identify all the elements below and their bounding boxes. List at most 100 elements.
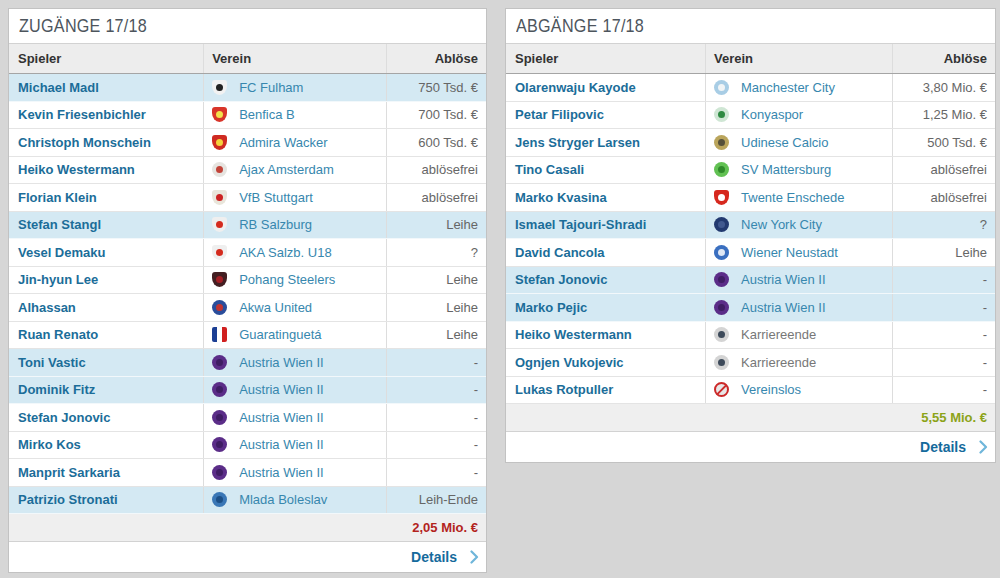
player-link[interactable]: Manprit Sarkaria bbox=[18, 465, 120, 480]
player-link[interactable]: Vesel Demaku bbox=[18, 245, 105, 260]
player-link[interactable]: Alhassan bbox=[18, 300, 76, 315]
player-link[interactable]: Lukas Rotpuller bbox=[515, 382, 613, 397]
player-link[interactable]: Stefan Jonovic bbox=[515, 272, 607, 287]
player-link[interactable]: Christoph Monschein bbox=[18, 135, 151, 150]
table-row: Jin-hyun LeePohang SteelersLeihe bbox=[9, 267, 486, 295]
player-link[interactable]: Jens Stryger Larsen bbox=[515, 135, 640, 150]
fee-value: Leihe bbox=[446, 327, 478, 342]
club-link[interactable]: Austria Wien II bbox=[239, 465, 324, 480]
fee-value: 600 Tsd. € bbox=[418, 135, 478, 150]
table-row: Ruan Renato Guaratinguetá Leihe bbox=[9, 322, 486, 350]
fee-value: Leihe bbox=[446, 217, 478, 232]
player-link[interactable]: Dominik Fitz bbox=[18, 382, 95, 397]
club-link[interactable]: Mlada Boleslav bbox=[239, 492, 327, 507]
club-link[interactable]: SV Mattersburg bbox=[741, 162, 831, 177]
player-link[interactable]: Ismael Tajouri-Shradi bbox=[515, 217, 646, 232]
club-link[interactable]: New York City bbox=[741, 217, 822, 232]
zugaenge-panel: ZUGÄNGE 17/18 Spieler Verein Ablöse Mich… bbox=[8, 8, 487, 573]
club-link[interactable]: Ajax Amsterdam bbox=[239, 162, 334, 177]
club-badge-icon bbox=[212, 382, 227, 397]
player-link[interactable]: Marko Pejic bbox=[515, 300, 587, 315]
club-link[interactable]: Austria Wien II bbox=[741, 300, 826, 315]
player-link[interactable]: Heiko Westermann bbox=[18, 162, 135, 177]
club-link[interactable]: VfB Stuttgart bbox=[239, 190, 313, 205]
player-link[interactable]: Stefan Jonovic bbox=[18, 410, 110, 425]
club-badge-icon bbox=[714, 245, 729, 260]
table-row: Marko Kvasina Twente Enschede ablösefrei bbox=[506, 184, 995, 212]
details-link[interactable]: Details bbox=[411, 549, 457, 565]
club-badge-icon bbox=[714, 107, 729, 122]
player-link[interactable]: Jin-hyun Lee bbox=[18, 272, 98, 287]
table-row: Stefan Stangl RB Salzburg Leihe bbox=[9, 212, 486, 240]
table-row: Manprit SarkariaAustria Wien II- bbox=[9, 459, 486, 487]
sum-row: 2,05 Mio. € bbox=[9, 514, 486, 542]
club-badge-icon bbox=[212, 135, 227, 150]
details-link[interactable]: Details bbox=[920, 439, 966, 455]
player-link[interactable]: Patrizio Stronati bbox=[18, 492, 118, 507]
chevron-right-icon[interactable] bbox=[979, 440, 988, 454]
sum-row: 5,55 Mio. € bbox=[506, 404, 995, 432]
club-link[interactable]: Udinese Calcio bbox=[741, 135, 828, 150]
club-badge-icon bbox=[212, 492, 227, 507]
fee-value: - bbox=[474, 437, 478, 452]
chevron-right-icon[interactable] bbox=[470, 550, 479, 564]
fee-value: ablösefrei bbox=[422, 162, 478, 177]
player-link[interactable]: Petar Filipovic bbox=[515, 107, 604, 122]
club-link[interactable]: AKA Salzb. U18 bbox=[239, 245, 332, 260]
table-row: Kevin FriesenbichlerBenfica B700 Tsd. € bbox=[9, 102, 486, 130]
player-link[interactable]: Marko Kvasina bbox=[515, 190, 607, 205]
player-link[interactable]: David Cancola bbox=[515, 245, 605, 260]
club-badge-icon bbox=[212, 410, 227, 425]
table-row: Jens Stryger LarsenUdinese Calcio500 Tsd… bbox=[506, 129, 995, 157]
table-row: Patrizio Stronati Mlada Boleslav Leih-Ende bbox=[9, 487, 486, 515]
player-link[interactable]: Ruan Renato bbox=[18, 327, 98, 342]
table-row: Michael MadlFC Fulham750 Tsd. € bbox=[9, 74, 486, 102]
club-link[interactable]: RB Salzburg bbox=[239, 217, 312, 232]
club-link[interactable]: Manchester City bbox=[741, 80, 835, 95]
club-link[interactable]: Austria Wien II bbox=[741, 272, 826, 287]
table-row: Lukas RotpullerVereinslos- bbox=[506, 377, 995, 405]
panel-title: ZUGÄNGE 17/18 bbox=[19, 15, 147, 37]
table-row: Christoph Monschein Admira Wacker 600 Tsd.… bbox=[9, 129, 486, 157]
club-link[interactable]: FC Fulham bbox=[239, 80, 303, 95]
column-header-verein: Verein bbox=[705, 44, 892, 73]
club-link[interactable]: Twente Enschede bbox=[741, 190, 844, 205]
table-row: Toni VasticAustria Wien II- bbox=[9, 349, 486, 377]
club-link[interactable]: Akwa United bbox=[239, 300, 312, 315]
player-link[interactable]: Florian Klein bbox=[18, 190, 97, 205]
player-link[interactable]: Michael Madl bbox=[18, 80, 99, 95]
player-link[interactable]: Heiko Westermann bbox=[515, 327, 632, 342]
panel-title: ABGÄNGE 17/18 bbox=[516, 15, 644, 37]
club-link[interactable]: Konyaspor bbox=[741, 107, 803, 122]
fee-value: Leih-Ende bbox=[419, 492, 478, 507]
player-link[interactable]: Kevin Friesenbichler bbox=[18, 107, 146, 122]
fee-value: ablösefrei bbox=[931, 190, 987, 205]
player-link[interactable]: Stefan Stangl bbox=[18, 217, 101, 232]
sum-value: 5,55 Mio. € bbox=[921, 410, 987, 425]
club-link: Karriereende bbox=[741, 355, 816, 370]
player-link[interactable]: Toni Vastic bbox=[18, 355, 86, 370]
table-row: Olarenwaju KayodeManchester City3,80 Mio… bbox=[506, 74, 995, 102]
club-link[interactable]: Wiener Neustadt bbox=[741, 245, 838, 260]
club-link[interactable]: Austria Wien II bbox=[239, 382, 324, 397]
club-link[interactable]: Admira Wacker bbox=[239, 135, 327, 150]
player-link[interactable]: Olarenwaju Kayode bbox=[515, 80, 636, 95]
player-link[interactable]: Mirko Kos bbox=[18, 437, 81, 452]
table-row: Petar FilipovicKonyaspor1,25 Mio. € bbox=[506, 102, 995, 130]
table-row: Tino CasaliSV Mattersburgablösefrei bbox=[506, 157, 995, 185]
table-row: Heiko Westermann Ajax Amsterdam ablösefrei bbox=[9, 157, 486, 185]
club-link[interactable]: Vereinslos bbox=[741, 382, 801, 397]
club-link[interactable]: Pohang Steelers bbox=[239, 272, 335, 287]
club-link[interactable]: Guaratinguetá bbox=[239, 327, 321, 342]
panel-header: ZUGÄNGE 17/18 bbox=[9, 9, 486, 44]
club-link[interactable]: Austria Wien II bbox=[239, 437, 324, 452]
club-link[interactable]: Austria Wien II bbox=[239, 410, 324, 425]
club-badge-icon bbox=[212, 80, 227, 95]
club-badge-icon bbox=[714, 300, 729, 315]
table-row: Ognjen VukojevicKarriereende- bbox=[506, 349, 995, 377]
club-badge-icon bbox=[212, 107, 227, 122]
player-link[interactable]: Tino Casali bbox=[515, 162, 584, 177]
player-link[interactable]: Ognjen Vukojevic bbox=[515, 355, 624, 370]
club-link[interactable]: Benfica B bbox=[239, 107, 295, 122]
club-link[interactable]: Austria Wien II bbox=[239, 355, 324, 370]
